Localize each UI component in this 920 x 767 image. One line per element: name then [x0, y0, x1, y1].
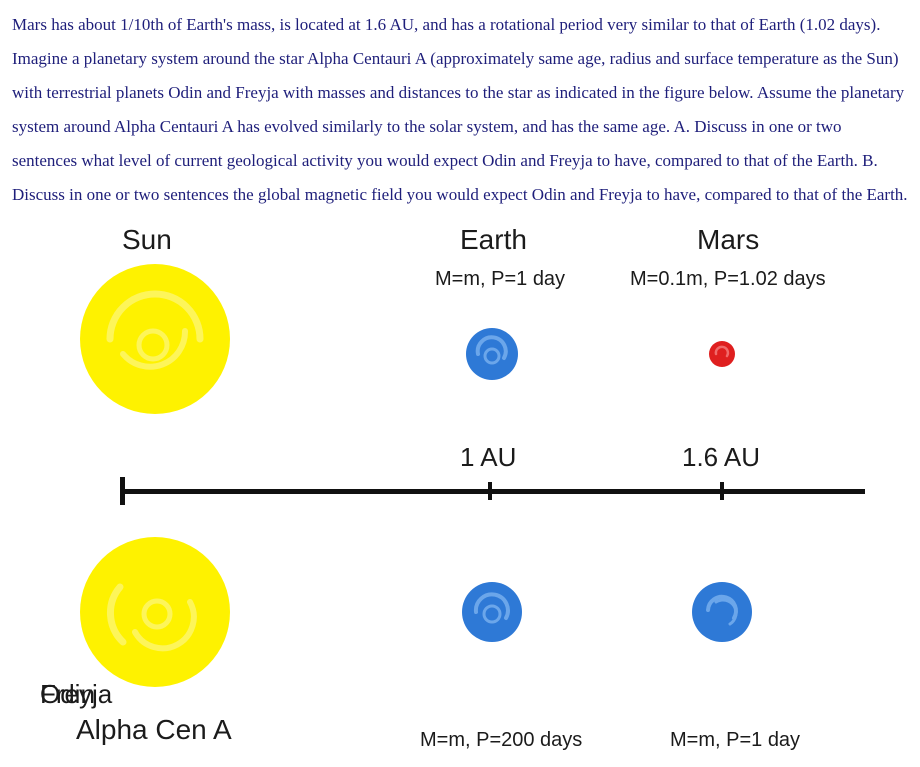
- freyja-label: Freyja: [40, 679, 112, 710]
- axis-label-1au: 1 AU: [460, 442, 516, 473]
- mars-icon: [707, 339, 737, 369]
- mars-label: Mars: [697, 224, 759, 256]
- freyja-icon: [690, 580, 754, 644]
- axis-tick-1au: [488, 482, 492, 500]
- alpha-cen-a-icon: [75, 532, 235, 692]
- axis-end-tick: [120, 477, 125, 505]
- question-text: Mars has about 1/10th of Earth's mass, i…: [12, 8, 908, 212]
- axis-line: [120, 489, 865, 494]
- axis-tick-16au: [720, 482, 724, 500]
- sun-icon: [75, 259, 235, 419]
- freyja-params: M=m, P=1 day: [670, 729, 800, 752]
- planetary-diagram: Sun Earth M=m, P=1 day Mars M=0.1m, P=1.…: [40, 224, 880, 759]
- earth-params: M=m, P=1 day: [435, 268, 565, 291]
- mars-params: M=0.1m, P=1.02 days: [630, 268, 826, 291]
- earth-label: Earth: [460, 224, 527, 256]
- earth-icon: [464, 326, 520, 382]
- odin-params: M=m, P=200 days: [420, 729, 582, 752]
- odin-icon: [460, 580, 524, 644]
- axis-label-16au: 1.6 AU: [682, 442, 760, 473]
- sun-label: Sun: [122, 224, 172, 256]
- alpha-cen-a-label: Alpha Cen A: [76, 714, 232, 746]
